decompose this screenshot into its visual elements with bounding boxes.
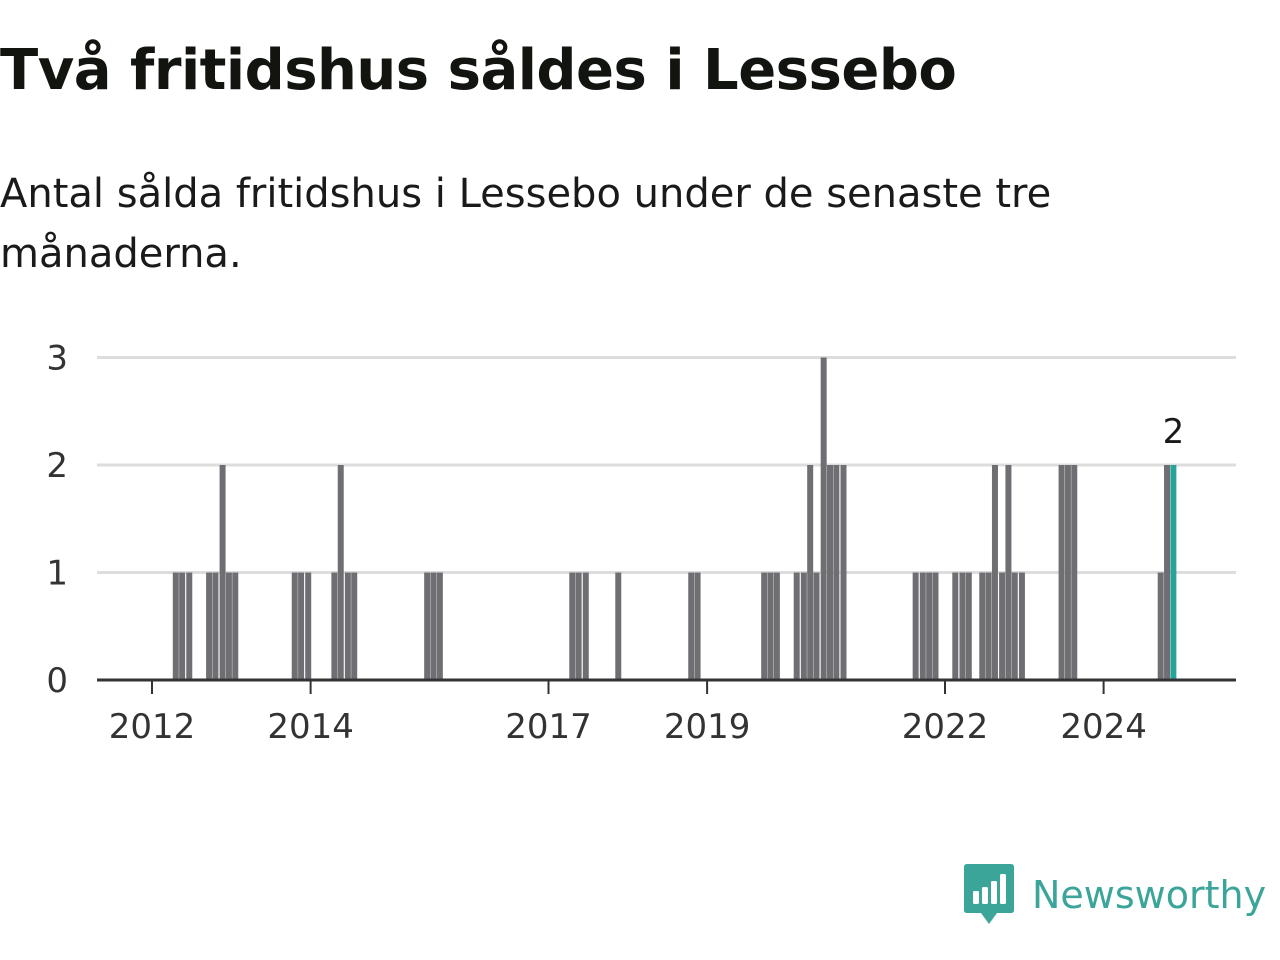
y-tick-label: 0 [46,661,68,701]
bar-series [172,357,1177,680]
data-label: 2 [1163,412,1185,452]
bar [761,572,768,680]
bar [212,572,219,680]
bar [959,572,966,680]
x-tick-label: 2014 [267,707,354,747]
bar [688,572,695,680]
bar [932,572,939,680]
bar [694,572,701,680]
bar [305,572,312,680]
bar-chart: 0 1 2 3 2012 2014 2017 2019 2022 2024 2 [46,339,1236,747]
bar [430,572,437,680]
bar [1005,465,1012,680]
bar [219,465,226,680]
x-tick-label: 2012 [109,707,196,747]
bar [1011,572,1018,680]
bar [952,572,959,680]
x-tick-label: 2022 [902,707,989,747]
bar [999,572,1006,680]
bar [1164,465,1171,680]
data-labels: 2 [1163,412,1185,452]
bar [965,572,972,680]
bar [615,572,622,680]
page-subtitle: Antal sålda fritidshus i Lessebo under d… [0,171,1052,277]
bar-highlighted [1170,465,1177,680]
bar [1157,572,1164,680]
y-tick-label: 2 [46,446,68,486]
bar [351,572,358,680]
y-tick-label: 1 [46,554,68,594]
x-tick-label: 2017 [505,707,592,747]
bar [1071,465,1078,680]
bar [813,572,820,680]
axes: 0 1 2 3 2012 2014 2017 2019 2022 2024 [46,339,1236,747]
bar [1064,465,1071,680]
bar [186,572,193,680]
bar [575,572,582,680]
bar [291,572,298,680]
bar [569,572,576,680]
bar [232,572,239,680]
bar [298,572,305,680]
bar [979,572,986,680]
bar [436,572,443,680]
bar [179,572,186,680]
bar [827,465,834,680]
bar [773,572,780,680]
bar [919,572,926,680]
bar [991,465,998,680]
bar [767,572,774,680]
bar [840,465,847,680]
bar [337,465,344,680]
bar [582,572,589,680]
bar [985,572,992,680]
bar [820,357,827,680]
bar [331,572,338,680]
grid-lines [97,356,1236,574]
bar [926,572,933,680]
bar [225,572,232,680]
page-title: Två fritidshus såldes i Lessebo [0,38,957,103]
bar [793,572,800,680]
bar [1018,572,1025,680]
brand-name: Newsworthy [1032,873,1267,917]
bar [800,572,807,680]
y-tick-label: 3 [46,339,68,379]
bar [424,572,431,680]
bar [912,572,919,680]
bar [1058,465,1065,680]
bar [833,465,840,680]
newsworthy-logo-icon [964,864,1014,924]
bar [172,572,179,680]
bar [807,465,814,680]
x-tick-label: 2024 [1060,707,1147,747]
bar [206,572,213,680]
bar [344,572,351,680]
x-tick-label: 2019 [664,707,751,747]
brand-logo: Newsworthy [964,862,1266,928]
